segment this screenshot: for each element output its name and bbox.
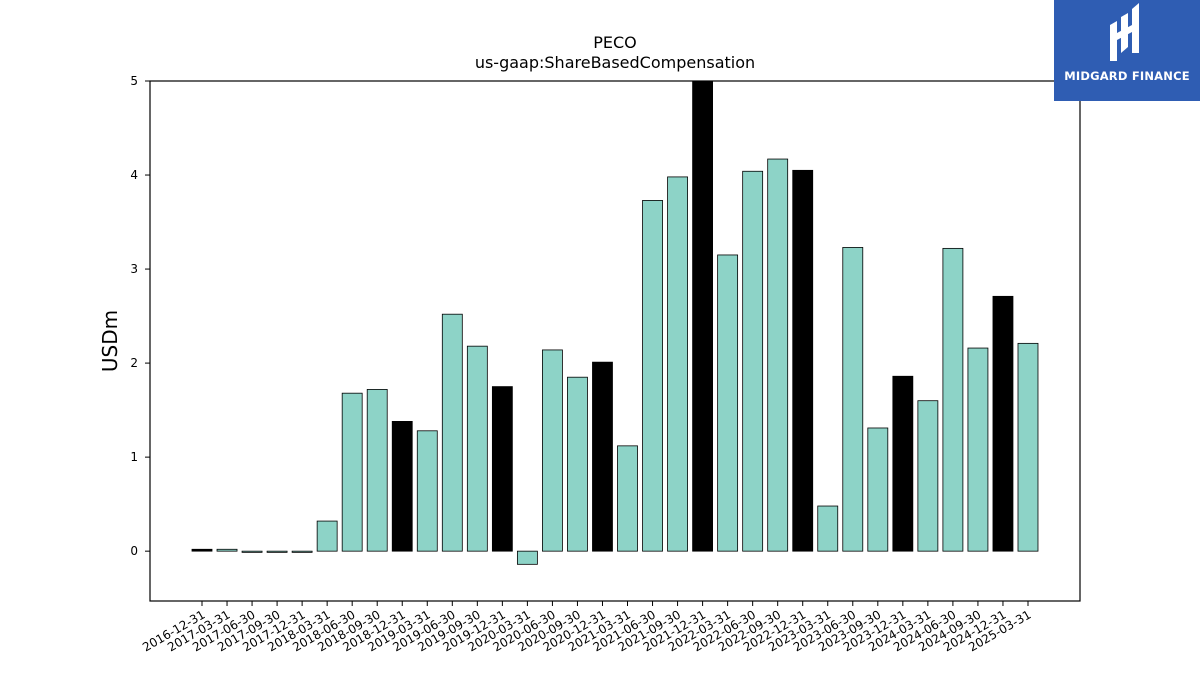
bar-2022-06-30 [742, 170, 764, 552]
bar-2018-06-30 [341, 392, 363, 552]
bar-2018-09-30 [366, 389, 388, 552]
bar-2025-03-31 [1017, 342, 1039, 552]
y-tick-label: 5 [130, 74, 138, 88]
bar-2017-09-30 [266, 550, 288, 553]
bar-2018-12-31 [391, 420, 413, 552]
bar-2024-12-31 [992, 295, 1014, 552]
bar-2017-03-31 [216, 548, 238, 552]
bar-2022-12-31 [792, 169, 814, 552]
bar-2019-03-31 [416, 430, 438, 552]
chart-subtitle: us-gaap:ShareBasedCompensation [475, 53, 755, 72]
x-axis-ticks: 2016-12-312017-03-312017-06-302017-09-30… [140, 601, 1033, 654]
bar-2022-09-30 [767, 158, 789, 552]
bar-2020-03-31 [516, 550, 538, 565]
bar-2018-03-31 [316, 520, 338, 552]
bar-2023-06-30 [842, 247, 864, 552]
bar-2022-03-31 [717, 254, 739, 552]
brand-logo: MIDGARD FINANCE [1054, 0, 1200, 101]
y-tick-label: 2 [130, 356, 138, 370]
bar-2016-12-31 [191, 548, 213, 552]
chart-title: PECO [593, 33, 637, 52]
y-tick-label: 3 [130, 262, 138, 276]
bar-2019-09-30 [466, 345, 488, 552]
y-axis-ticks: 0 1 2 3 4 5 [130, 74, 150, 558]
bar-2019-12-31 [491, 386, 513, 552]
bar-2017-06-30 [241, 550, 263, 553]
bar-2021-09-30 [667, 176, 688, 552]
bar-2024-09-30 [967, 347, 989, 552]
bar-2020-06-30 [542, 349, 563, 552]
y-tick-label: 0 [130, 544, 138, 558]
y-tick-label: 1 [130, 450, 138, 464]
bars-group [191, 80, 1039, 565]
bar-2024-06-30 [942, 247, 964, 552]
bar-2024-03-31 [917, 400, 939, 552]
plot-frame [149, 80, 1081, 602]
bar-2023-09-30 [867, 427, 889, 552]
bar-2021-03-31 [617, 445, 638, 552]
y-axis-label: USDm [98, 310, 122, 372]
bar-2023-12-31 [892, 375, 914, 552]
bar-2019-06-30 [441, 313, 463, 552]
bar-2017-12-31 [291, 550, 313, 553]
bar-2023-03-31 [817, 505, 839, 552]
bar-2020-09-30 [567, 376, 588, 552]
bar-2021-12-31 [692, 80, 713, 552]
brand-name: MIDGARD FINANCE [1064, 69, 1190, 83]
midgard-logo-icon [1110, 3, 1139, 61]
bar-2021-06-30 [642, 200, 663, 552]
y-tick-label: 4 [130, 168, 138, 182]
bar-2020-12-31 [592, 361, 613, 552]
